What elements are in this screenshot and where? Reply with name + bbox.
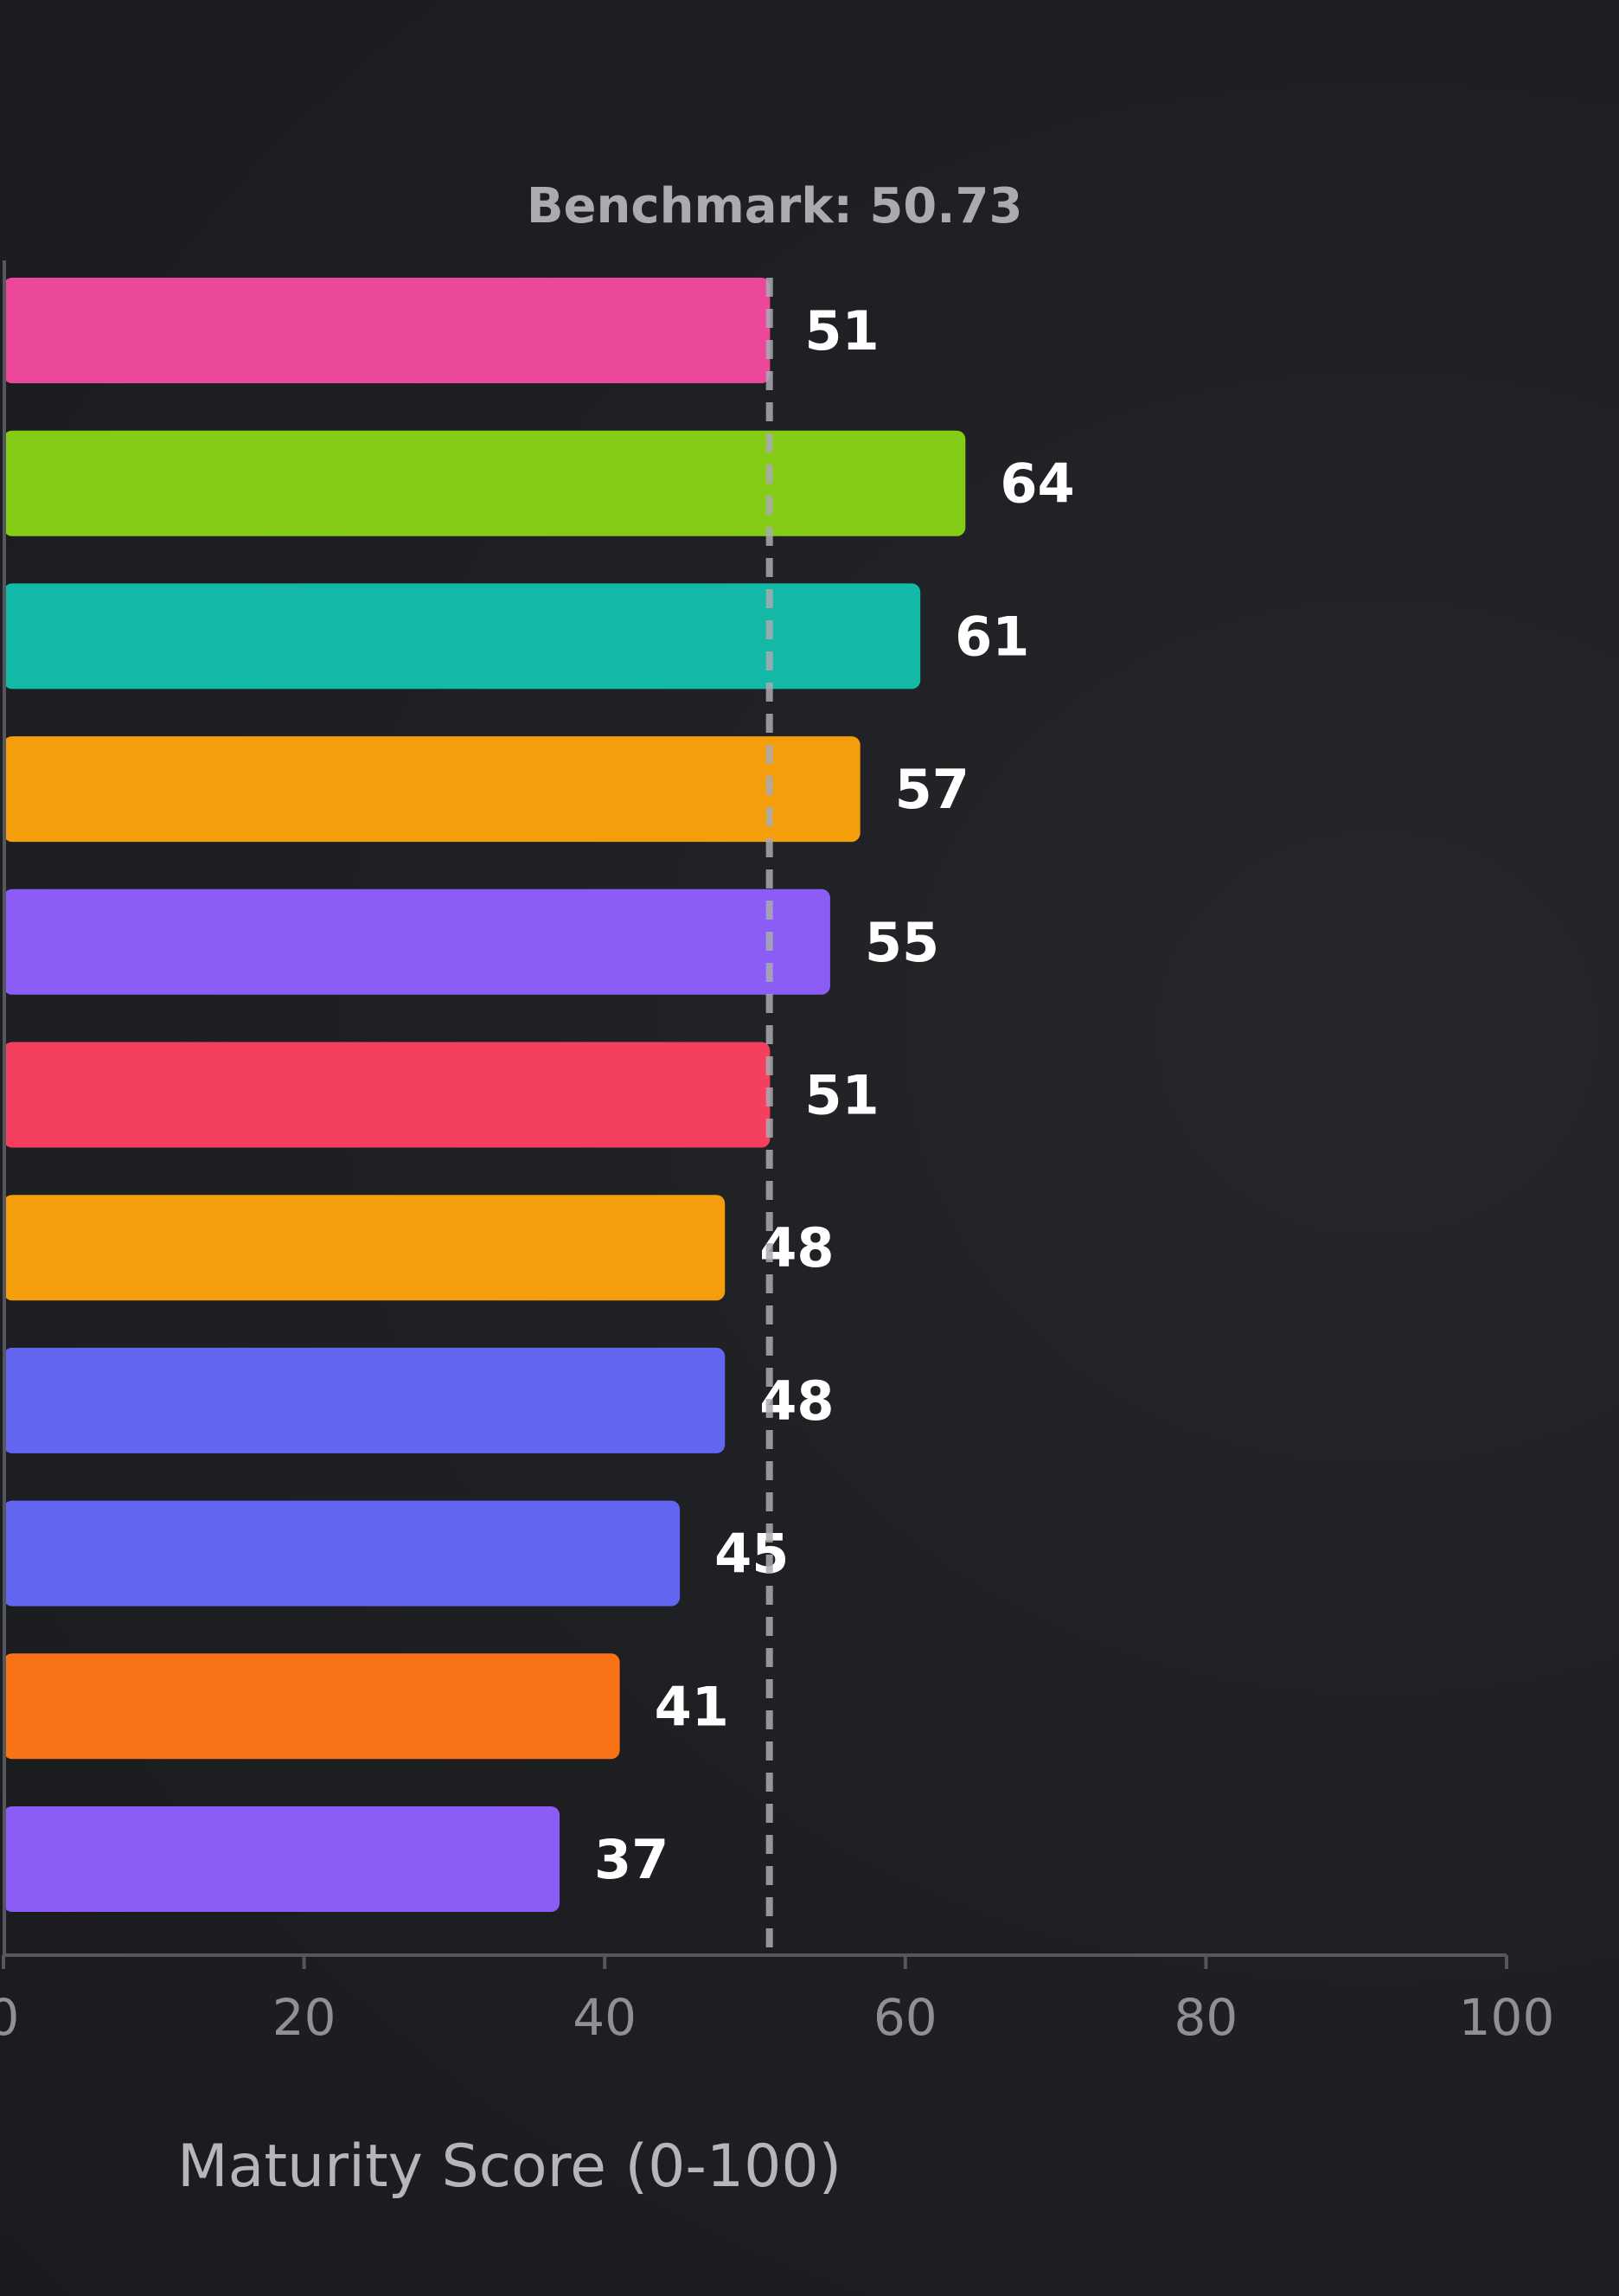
bar bbox=[3, 1347, 726, 1453]
bar bbox=[3, 430, 966, 536]
benchmark-label: Benchmark: 50.73 bbox=[527, 178, 1023, 234]
bar-value-label: 64 bbox=[1000, 452, 1074, 516]
bar-value-label: 55 bbox=[865, 911, 939, 974]
bar bbox=[3, 736, 861, 843]
bar-value-label: 51 bbox=[804, 299, 879, 362]
benchmark-layer: Benchmark: 50.73 bbox=[527, 178, 1023, 1955]
bar bbox=[3, 1042, 771, 1148]
bar-value-label: 41 bbox=[655, 1675, 729, 1738]
bar bbox=[3, 1806, 560, 1912]
x-axis: 0 20 40 60 80 100 bbox=[0, 260, 1554, 2047]
bar bbox=[3, 1653, 620, 1760]
x-tick-label: 80 bbox=[1174, 1988, 1238, 2047]
bar bbox=[3, 888, 830, 995]
x-tick-label: 0 bbox=[0, 1988, 19, 2047]
bar bbox=[3, 278, 771, 383]
bar-value-label: 51 bbox=[804, 1064, 879, 1127]
bar bbox=[3, 1195, 726, 1301]
bar-value-label: 61 bbox=[955, 605, 1029, 668]
bar bbox=[3, 1500, 681, 1607]
bar-value-label: 57 bbox=[895, 758, 969, 821]
x-tick-label: 60 bbox=[873, 1988, 937, 2047]
x-axis-title: Maturity Score (0-100) bbox=[177, 2132, 841, 2201]
x-tick-label: 20 bbox=[272, 1988, 336, 2047]
bar bbox=[3, 583, 921, 689]
x-tick-label: 100 bbox=[1459, 1988, 1555, 2047]
bar-value-label: 37 bbox=[594, 1828, 669, 1891]
bar-value-label: 45 bbox=[714, 1523, 789, 1586]
x-tick-label: 40 bbox=[573, 1988, 637, 2047]
